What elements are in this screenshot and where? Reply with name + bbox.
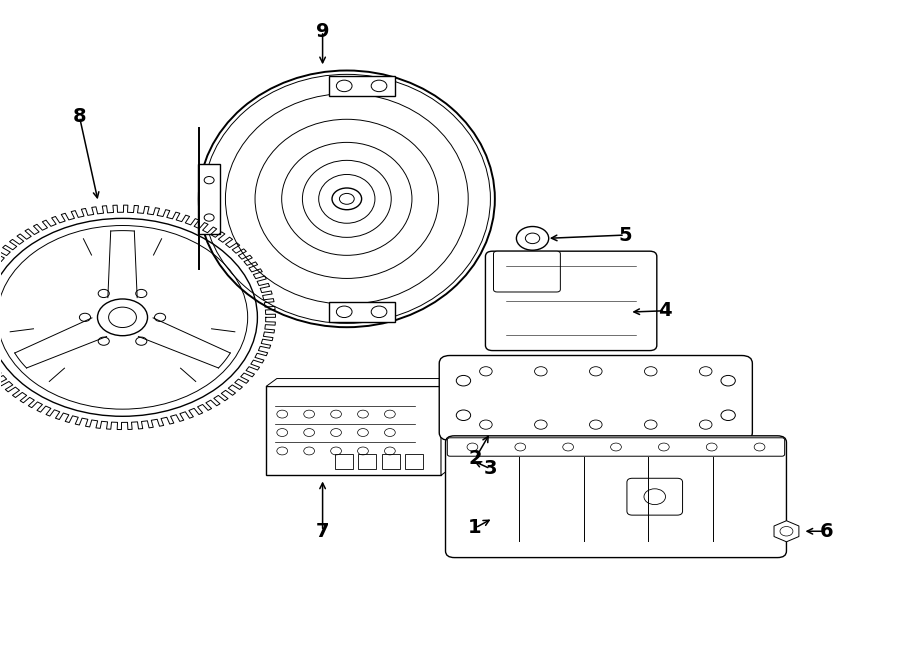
FancyBboxPatch shape [447,438,785,456]
FancyBboxPatch shape [485,251,657,350]
Text: 4: 4 [659,301,672,320]
Text: 3: 3 [483,459,497,478]
FancyBboxPatch shape [358,453,376,469]
FancyBboxPatch shape [448,451,479,467]
FancyBboxPatch shape [328,75,394,97]
Polygon shape [266,379,452,387]
FancyBboxPatch shape [439,356,752,440]
Text: 6: 6 [820,522,833,541]
FancyBboxPatch shape [335,453,353,469]
FancyBboxPatch shape [627,479,682,515]
Text: 1: 1 [468,518,482,537]
FancyBboxPatch shape [405,453,423,469]
FancyBboxPatch shape [199,164,220,233]
FancyBboxPatch shape [382,453,400,469]
Text: 8: 8 [73,107,86,126]
FancyBboxPatch shape [446,436,787,558]
Text: 5: 5 [618,225,632,245]
Text: 7: 7 [316,522,329,541]
Text: 2: 2 [468,449,482,469]
FancyBboxPatch shape [328,301,394,322]
FancyBboxPatch shape [493,251,561,292]
Text: 9: 9 [316,22,329,40]
Polygon shape [774,521,799,542]
Polygon shape [441,379,452,475]
Polygon shape [266,387,441,475]
